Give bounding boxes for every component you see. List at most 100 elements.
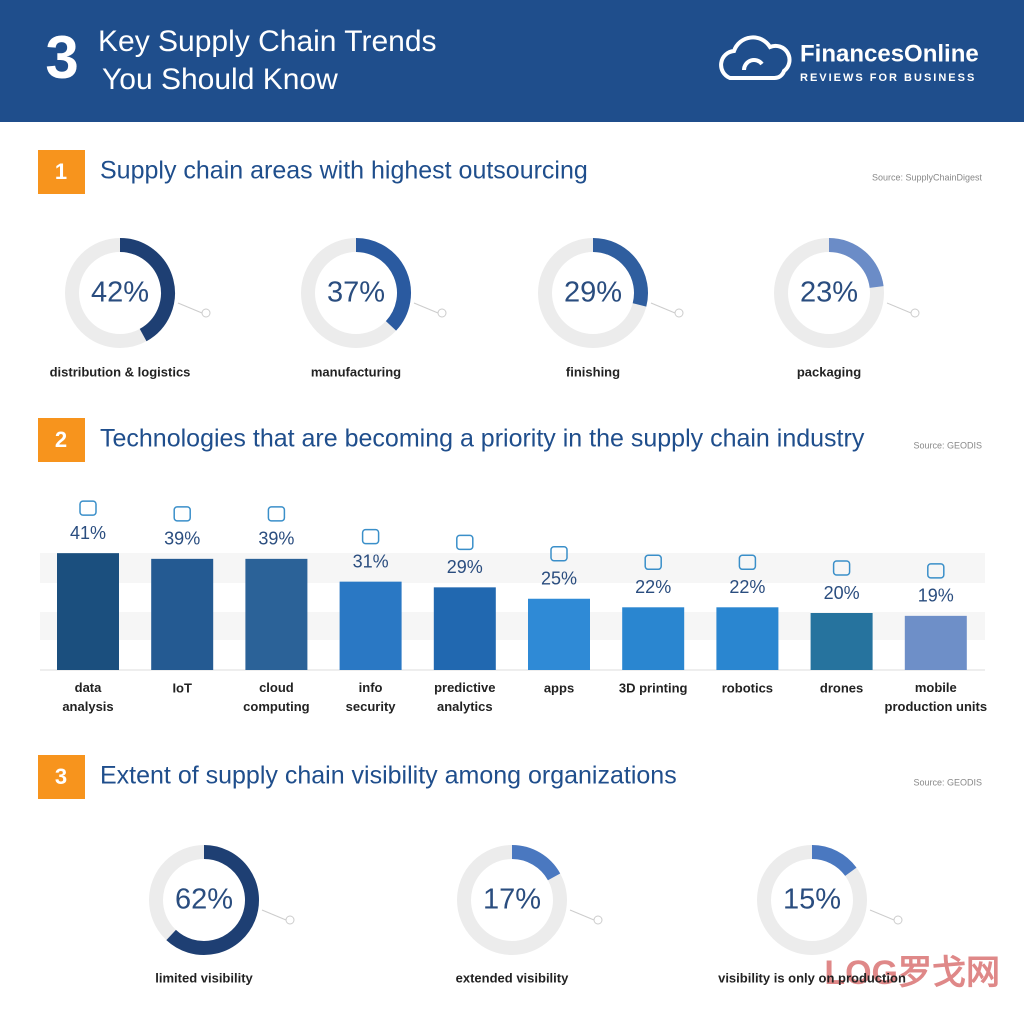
category-label: visibility is only on production — [718, 970, 906, 985]
leader-line — [569, 909, 595, 921]
donut-arc — [166, 845, 259, 955]
icon — [456, 534, 474, 551]
category-label-line: analysis — [62, 699, 113, 714]
value-label: 20% — [824, 583, 860, 603]
category-label-line: predictive — [434, 680, 495, 695]
value-label: 29% — [564, 277, 622, 309]
icon — [361, 528, 380, 545]
value-label: 29% — [447, 557, 483, 577]
value-label: 23% — [800, 277, 858, 309]
donut-arc — [592, 238, 648, 307]
category-label: 3D printing — [619, 680, 688, 695]
header-number: 3 — [45, 24, 78, 91]
leader-dot — [593, 915, 603, 925]
category-label-line: data — [75, 680, 103, 695]
brand: FinancesOnline — [800, 40, 979, 67]
value-label: 22% — [635, 577, 671, 597]
leader-line — [177, 302, 203, 314]
section-number: 3 — [55, 764, 67, 789]
leader-line — [261, 909, 287, 921]
bar — [716, 607, 779, 670]
header-title: You Should Know — [102, 63, 338, 96]
leader-dot — [437, 308, 447, 318]
leader-dot — [201, 308, 211, 318]
icon — [738, 554, 757, 571]
category-label: manufacturing — [311, 364, 401, 379]
category-label-line: production units — [885, 699, 988, 714]
icon — [927, 563, 945, 579]
bar — [151, 558, 214, 670]
category-label-line: security — [346, 699, 397, 714]
value-label: 15% — [783, 884, 841, 916]
category-label: IoT — [172, 680, 192, 695]
leader-line — [886, 302, 912, 314]
section-title: Extent of supply chain visibility among … — [100, 762, 677, 790]
category-label: apps — [544, 680, 574, 695]
bar — [57, 553, 119, 670]
value-label: 37% — [327, 277, 385, 309]
value-label: 25% — [541, 569, 577, 589]
leader-line — [413, 302, 439, 314]
section-title: Technologies that are becoming a priorit… — [100, 425, 865, 453]
icon — [644, 554, 662, 571]
leader-line — [869, 909, 895, 921]
icon — [832, 560, 851, 576]
header-band — [0, 0, 1024, 122]
watermark: LOG罗戈网 — [824, 954, 1000, 992]
donut-arc — [811, 845, 857, 877]
section-badge — [38, 755, 85, 799]
section-number: 2 — [55, 427, 67, 452]
value-label: 17% — [483, 884, 541, 916]
category-label: distribution & logistics — [50, 364, 191, 379]
value-label: 19% — [918, 586, 954, 606]
category-label: drones — [820, 680, 863, 695]
category-label: predictive analytics — [434, 680, 495, 714]
donut-arc — [119, 238, 175, 342]
bar — [339, 581, 402, 670]
category-label: finishing — [566, 364, 620, 379]
leader-dot — [674, 308, 684, 318]
leader-dot — [893, 915, 903, 925]
source: Source: GEODIS — [913, 777, 982, 787]
category-label-line: computing — [243, 699, 309, 714]
category-label: extended visibility — [456, 970, 569, 985]
value-label: 42% — [91, 277, 149, 309]
category-label: info security — [346, 680, 397, 714]
icon — [267, 506, 286, 522]
value-label: 22% — [729, 577, 765, 597]
leader-dot — [910, 308, 920, 318]
category-label-line: analytics — [437, 699, 493, 714]
bar — [904, 615, 967, 670]
header-title: Key Supply Chain Trends — [98, 25, 437, 58]
category-label: packaging — [797, 364, 861, 379]
bar — [622, 607, 685, 670]
icon — [550, 546, 568, 562]
category-label: limited visibility — [155, 970, 253, 985]
category-label: data analysis — [62, 680, 113, 714]
value-label: 39% — [258, 529, 294, 549]
category-label-line: info — [359, 680, 383, 695]
category-label: mobile production units — [885, 680, 988, 714]
bar — [433, 587, 496, 670]
donut-arc — [355, 238, 411, 331]
logo-cloud — [719, 35, 792, 80]
section-title: Supply chain areas with highest outsourc… — [100, 157, 588, 185]
source: Source: SupplyChainDigest — [872, 172, 983, 182]
section-badge — [38, 418, 85, 462]
tagline: REVIEWS FOR BUSINESS — [800, 72, 976, 84]
bar — [245, 558, 308, 670]
section-badge — [38, 150, 85, 194]
category-label-line: mobile — [915, 680, 957, 695]
icon — [79, 500, 97, 516]
category-label-line: cloud — [259, 680, 294, 695]
donut-arc — [828, 238, 884, 289]
value-label: 62% — [175, 884, 233, 916]
leader-line — [650, 302, 676, 314]
value-label: 39% — [164, 529, 200, 549]
category-label: cloud computing — [243, 680, 309, 714]
donut-arc — [511, 845, 561, 881]
source: Source: GEODIS — [913, 440, 982, 450]
leader-dot — [285, 915, 295, 925]
bar — [528, 598, 590, 670]
value-label: 31% — [353, 551, 389, 571]
